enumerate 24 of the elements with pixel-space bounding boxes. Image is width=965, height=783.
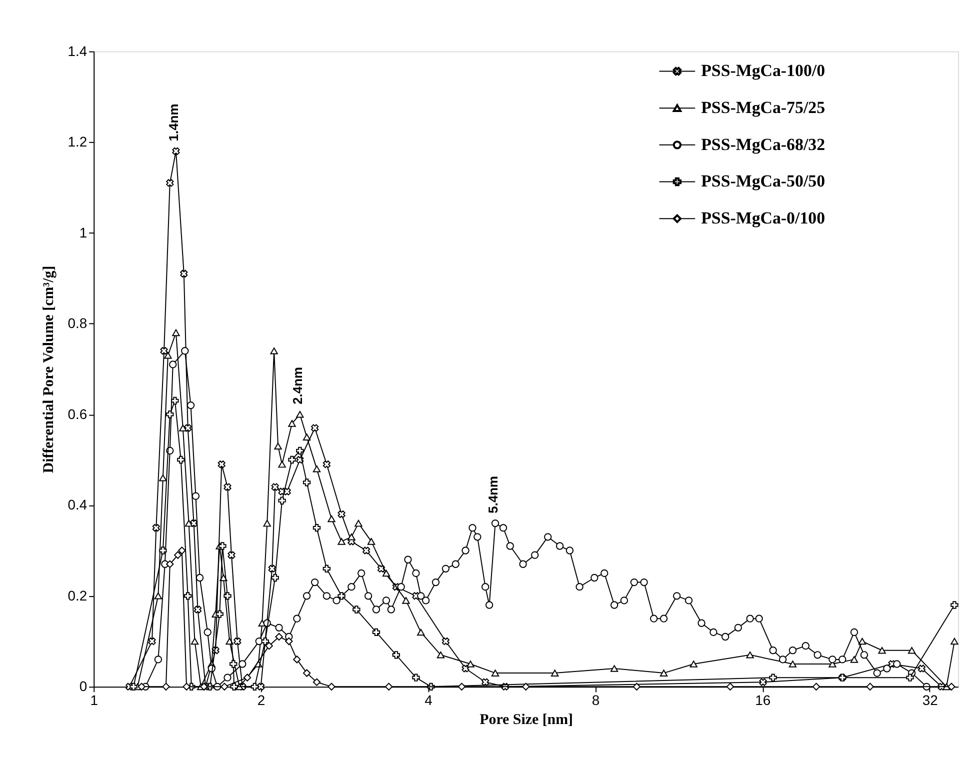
x-axis-title: Pore Size [nm] bbox=[480, 712, 574, 728]
y-tick-label: 1.2 bbox=[68, 134, 88, 150]
legend-label: PSS-MgCa-50/50 bbox=[701, 172, 826, 191]
x-tick-label: 2 bbox=[257, 692, 266, 708]
legend-label: PSS-MgCa-68/32 bbox=[701, 134, 826, 154]
y-tick-label: 0.6 bbox=[68, 406, 88, 422]
legend-label: PSS-MgCa-75/25 bbox=[701, 98, 826, 118]
y-axis-title: Differential Pore Volume [cm³/g] bbox=[40, 266, 57, 474]
x-tick-label: 32 bbox=[922, 692, 938, 708]
x-tick-label: 16 bbox=[755, 692, 771, 708]
y-tick-label: 1.4 bbox=[68, 42, 88, 59]
x-tick-label: 8 bbox=[592, 692, 600, 708]
x-tick-label: 4 bbox=[424, 692, 433, 708]
y-tick-label: 0 bbox=[79, 678, 88, 694]
annotation: 5.4nm bbox=[485, 476, 500, 514]
x-tick-label: 1 bbox=[90, 692, 98, 708]
y-tick-label: 0.8 bbox=[68, 315, 88, 332]
y-tick-label: 0.2 bbox=[68, 587, 88, 604]
y-tick-label: 0.4 bbox=[68, 496, 88, 513]
legend-label: PSS-MgCa-100/0 bbox=[701, 61, 826, 80]
annotation: 1.4nm bbox=[166, 104, 181, 142]
legend-label: PSS-MgCa-0/100 bbox=[701, 208, 826, 228]
annotation: 2.4nm bbox=[290, 367, 305, 404]
y-tick-label: 1 bbox=[79, 224, 88, 240]
